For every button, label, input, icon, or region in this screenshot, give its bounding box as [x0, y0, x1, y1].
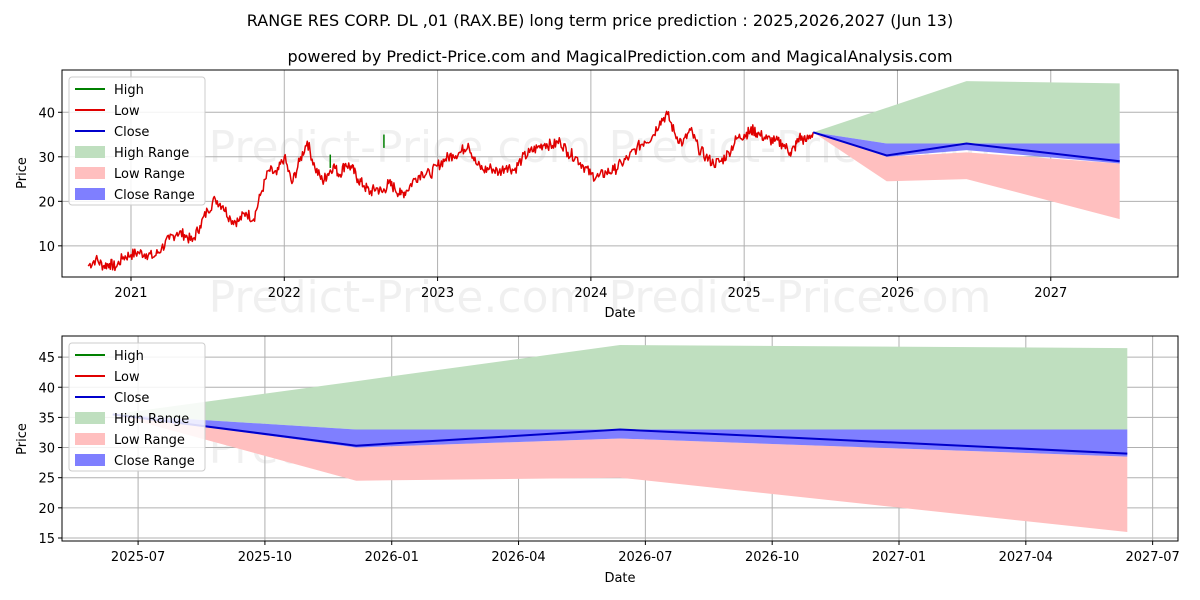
- low-range-band: [813, 132, 1120, 220]
- x-tick-label: 2026-04: [491, 550, 545, 565]
- top-axes-frame: [61, 69, 1179, 278]
- top-y-axis-label: Price: [15, 157, 30, 189]
- y-tick-label: 20: [38, 195, 55, 210]
- top-y-ticks: 10 20 30 40: [38, 106, 62, 255]
- y-tick-label: 35: [38, 411, 55, 426]
- y-tick-label: 10: [38, 240, 55, 255]
- top-legend: High Low Close High Range Low Range Close Ran…: [68, 76, 206, 206]
- legend-swatch-patch: [75, 167, 105, 179]
- y-tick-label: 30: [38, 151, 55, 166]
- bottom-y-ticks: 15 20 25 30 35 40 45: [38, 351, 62, 547]
- legend-label: High Range: [114, 412, 189, 427]
- legend-swatch-patch: [75, 412, 105, 424]
- x-tick-label: 2025: [728, 286, 761, 301]
- x-tick-label: 2027-04: [999, 550, 1053, 565]
- chart-subtitle: powered by Predict-Price.com and Magical…: [287, 47, 952, 66]
- legend-label: High: [114, 349, 144, 364]
- y-tick-label: 15: [38, 532, 55, 547]
- top-series: [87, 81, 1120, 272]
- top-panel: Predict-Price.com Predict-Price.com Predic…: [15, 69, 1179, 323]
- low-history-line: [87, 110, 814, 272]
- x-tick-label: 2024: [574, 286, 607, 301]
- x-tick-label: 2022: [268, 286, 301, 301]
- high-range-band: [813, 81, 1120, 144]
- watermark-text: Predict-Price.com: [209, 122, 592, 173]
- low-range-band: [112, 414, 1128, 532]
- y-tick-label: 25: [38, 472, 55, 487]
- legend-label: Low Range: [114, 433, 185, 448]
- y-tick-label: 40: [38, 106, 55, 121]
- legend-label: Low: [114, 370, 140, 385]
- x-tick-label: 2026-01: [365, 550, 419, 565]
- legend-label: Low: [114, 104, 140, 119]
- x-tick-label: 2027-01: [872, 550, 926, 565]
- bottom-series: [112, 345, 1128, 532]
- legend-label: High Range: [114, 146, 189, 161]
- bottom-legend: High Low Close High Range Low Range Close Ran…: [68, 342, 206, 472]
- x-tick-label: 2025-07: [111, 550, 165, 565]
- legend-swatch-patch: [75, 188, 105, 200]
- legend-label: Low Range: [114, 167, 185, 182]
- x-tick-label: 2023: [421, 286, 454, 301]
- chart-title: RANGE RES CORP. DL ,01 (RAX.BE) long ter…: [247, 11, 953, 30]
- legend-label: Close Range: [114, 188, 195, 203]
- watermark-text: Predict-Price.com: [609, 272, 992, 323]
- x-tick-label: 2026-10: [745, 550, 799, 565]
- legend-swatch-patch: [75, 454, 105, 466]
- legend-swatch-patch: [75, 146, 105, 158]
- y-tick-label: 30: [38, 442, 55, 457]
- x-tick-label: 2026-07: [618, 550, 672, 565]
- top-x-axis-label: Date: [604, 306, 635, 321]
- legend-label: Close: [114, 391, 149, 406]
- x-tick-label: 2025-10: [238, 550, 292, 565]
- x-tick-label: 2027-07: [1125, 550, 1179, 565]
- top-x-ticks: 2021 2022 2023 2024 2025 2026 2027: [114, 277, 1067, 301]
- legend-swatch-patch: [75, 433, 105, 445]
- x-tick-label: 2026: [881, 286, 914, 301]
- y-tick-label: 40: [38, 381, 55, 396]
- bottom-y-axis-label: Price: [15, 423, 30, 455]
- bottom-x-ticks: 2025-07 2025-10 2026-01 2026-04 2026-07 2026-…: [111, 541, 1180, 565]
- watermark-text: Predict-Price.com: [209, 272, 592, 323]
- y-tick-label: 20: [38, 502, 55, 517]
- legend-label: High: [114, 83, 144, 98]
- legend-label: Close: [114, 125, 149, 140]
- x-tick-label: 2027: [1034, 286, 1067, 301]
- y-tick-label: 45: [38, 351, 55, 366]
- bottom-x-axis-label: Date: [604, 571, 635, 586]
- x-tick-label: 2021: [114, 286, 147, 301]
- bottom-axes-frame: [61, 335, 1179, 542]
- close-forecast-line: [112, 413, 1128, 455]
- close-forecast-line: [812, 131, 1120, 163]
- high-range-band: [112, 345, 1128, 430]
- legend-label: Close Range: [114, 454, 195, 469]
